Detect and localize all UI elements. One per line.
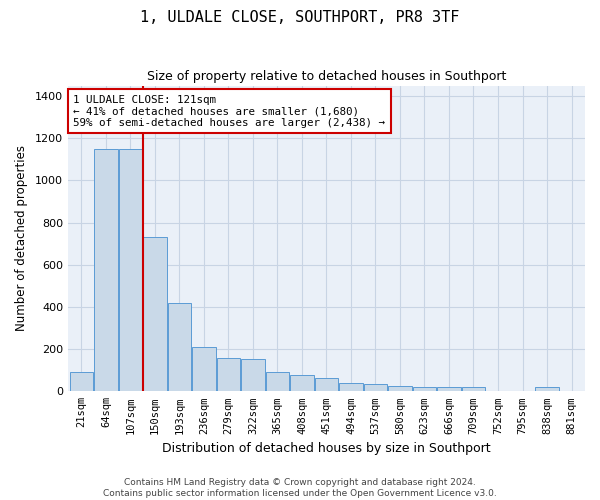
Bar <box>241 358 265 392</box>
Bar <box>535 387 559 392</box>
Bar <box>94 149 118 392</box>
Bar <box>462 387 485 392</box>
Bar <box>413 387 436 392</box>
Text: 1 ULDALE CLOSE: 121sqm
← 41% of detached houses are smaller (1,680)
59% of semi-: 1 ULDALE CLOSE: 121sqm ← 41% of detached… <box>73 94 385 128</box>
Bar <box>364 384 387 392</box>
Text: 1, ULDALE CLOSE, SOUTHPORT, PR8 3TF: 1, ULDALE CLOSE, SOUTHPORT, PR8 3TF <box>140 10 460 25</box>
X-axis label: Distribution of detached houses by size in Southport: Distribution of detached houses by size … <box>162 442 491 455</box>
Bar <box>168 302 191 392</box>
Bar <box>192 347 215 392</box>
Bar <box>143 238 167 392</box>
Bar <box>388 386 412 392</box>
Title: Size of property relative to detached houses in Southport: Size of property relative to detached ho… <box>147 70 506 83</box>
Bar <box>437 387 461 392</box>
Bar <box>340 383 362 392</box>
Bar <box>266 372 289 392</box>
Bar <box>315 378 338 392</box>
Bar <box>70 372 93 392</box>
Text: Contains HM Land Registry data © Crown copyright and database right 2024.
Contai: Contains HM Land Registry data © Crown c… <box>103 478 497 498</box>
Bar <box>119 149 142 392</box>
Y-axis label: Number of detached properties: Number of detached properties <box>15 146 28 332</box>
Bar <box>290 376 314 392</box>
Bar <box>217 358 240 392</box>
